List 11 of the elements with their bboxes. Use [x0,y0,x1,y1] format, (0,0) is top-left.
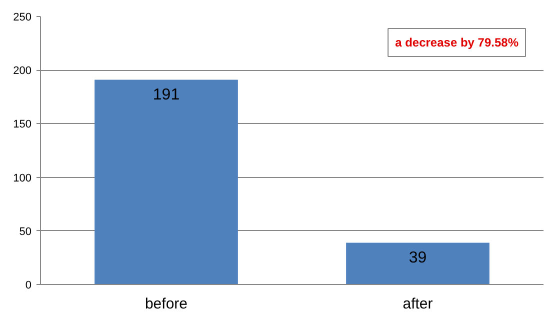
data-label: 191 [152,86,180,104]
x-tick-label: before [144,296,188,312]
y-tick-label: 50 [19,226,32,238]
data-label: 39 [408,250,427,267]
y-tick-label: 0 [25,280,32,292]
x-tick-label: after [402,296,433,312]
y-tick-label: 200 [13,65,32,78]
y-tick-label: 100 [13,172,32,184]
y-tick-label: 150 [13,118,32,131]
annotation: a decrease by 79.58% [395,36,519,50]
y-tick-label: 250 [13,12,32,24]
